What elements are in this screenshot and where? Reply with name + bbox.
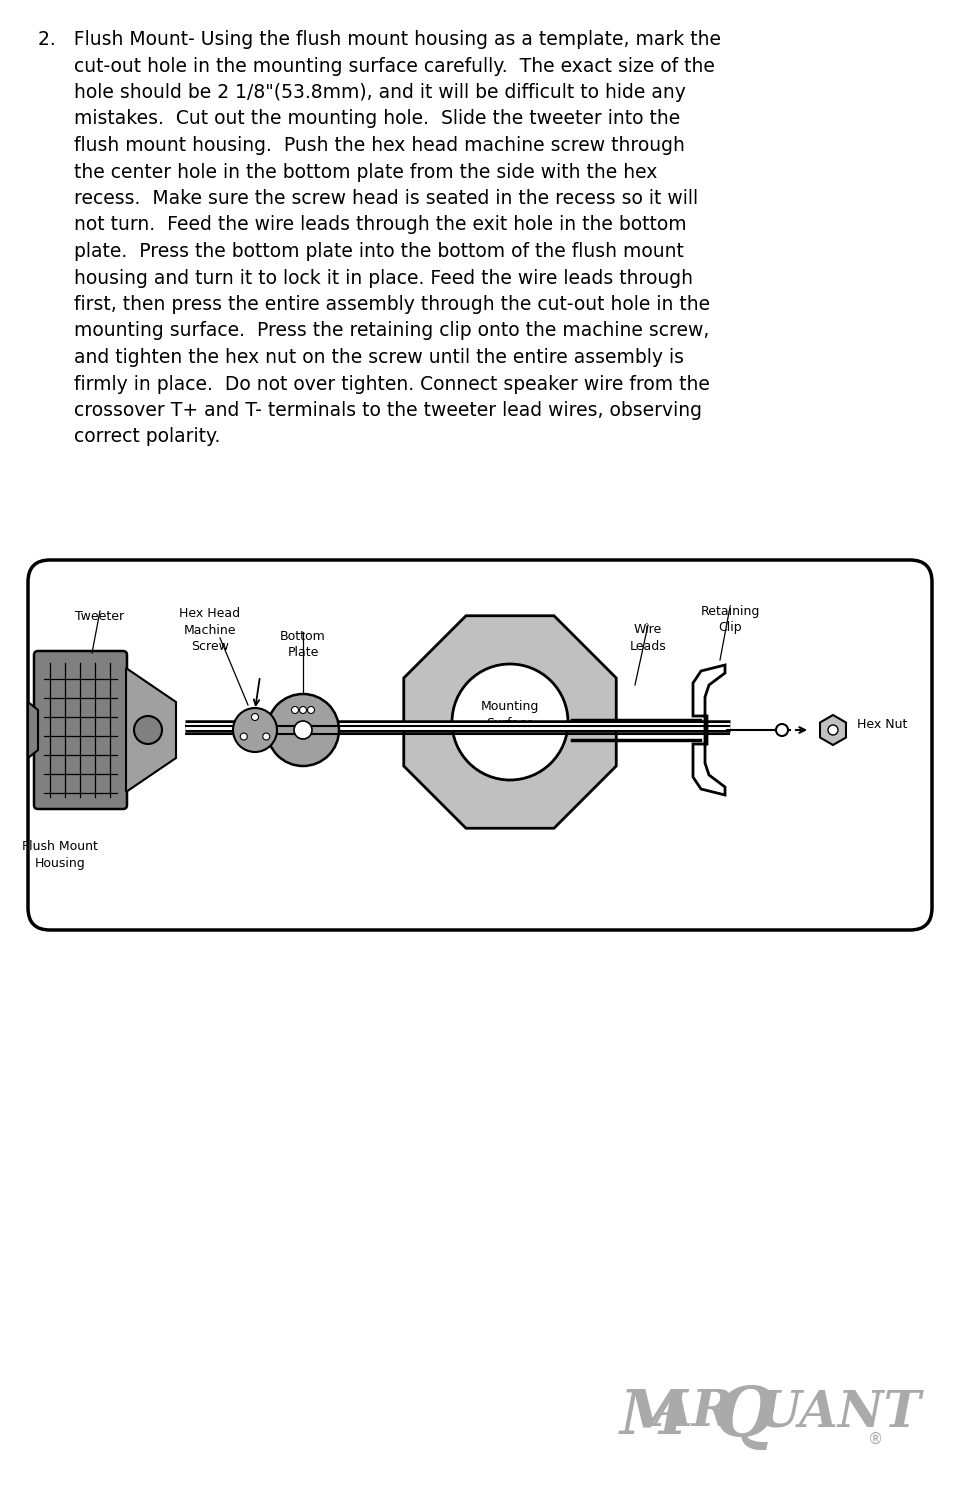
Circle shape [776, 725, 788, 737]
Text: plate.  Press the bottom plate into the bottom of the flush mount: plate. Press the bottom plate into the b… [38, 242, 684, 261]
Text: recess.  Make sure the screw head is seated in the recess so it will: recess. Make sure the screw head is seat… [38, 189, 698, 208]
Circle shape [307, 707, 315, 713]
Circle shape [252, 713, 258, 720]
FancyBboxPatch shape [28, 560, 932, 930]
Polygon shape [820, 714, 846, 745]
Text: correct polarity.: correct polarity. [38, 428, 221, 447]
Text: cut-out hole in the mounting surface carefully.  The exact size of the: cut-out hole in the mounting surface car… [38, 56, 715, 76]
Polygon shape [693, 665, 725, 794]
Text: Retaining
Clip: Retaining Clip [700, 604, 759, 634]
Circle shape [263, 734, 270, 740]
Text: Hex Nut: Hex Nut [857, 719, 907, 732]
Text: AR: AR [654, 1388, 734, 1437]
Text: mounting surface.  Press the retaining clip onto the machine screw,: mounting surface. Press the retaining cl… [38, 321, 709, 340]
Text: hole should be 2 1/8"(53.8mm), and it will be difficult to hide any: hole should be 2 1/8"(53.8mm), and it wi… [38, 83, 685, 102]
Text: crossover T+ and T- terminals to the tweeter lead wires, observing: crossover T+ and T- terminals to the twe… [38, 401, 702, 420]
Text: ®: ® [868, 1432, 883, 1446]
Text: Q: Q [715, 1383, 776, 1451]
Text: first, then press the entire assembly through the cut-out hole in the: first, then press the entire assembly th… [38, 296, 710, 313]
Text: M: M [620, 1387, 687, 1446]
Circle shape [134, 716, 162, 744]
Circle shape [828, 725, 838, 735]
Circle shape [300, 707, 306, 713]
Circle shape [292, 707, 299, 713]
Text: 2.   Flush Mount- Using the flush mount housing as a template, mark the: 2. Flush Mount- Using the flush mount ho… [38, 30, 721, 49]
Circle shape [294, 722, 312, 740]
Text: Hex Head
Machine
Screw: Hex Head Machine Screw [180, 607, 241, 653]
Text: Tweeter: Tweeter [76, 610, 125, 624]
Text: Wire
Leads: Wire Leads [630, 624, 666, 652]
Text: the center hole in the bottom plate from the side with the hex: the center hole in the bottom plate from… [38, 162, 658, 181]
Text: Bottom
Plate: Bottom Plate [280, 630, 325, 659]
Text: firmly in place.  Do not over tighten. Connect speaker wire from the: firmly in place. Do not over tighten. Co… [38, 374, 709, 394]
Circle shape [452, 664, 568, 780]
Text: Flush Mount
Housing: Flush Mount Housing [22, 841, 98, 870]
Polygon shape [28, 702, 38, 757]
Text: mistakes.  Cut out the mounting hole.  Slide the tweeter into the: mistakes. Cut out the mounting hole. Sli… [38, 110, 681, 129]
Polygon shape [404, 616, 616, 829]
Text: UANT: UANT [758, 1388, 922, 1437]
Circle shape [233, 708, 277, 751]
Circle shape [267, 693, 339, 766]
Text: housing and turn it to lock it in place. Feed the wire leads through: housing and turn it to lock it in place.… [38, 269, 693, 288]
Text: flush mount housing.  Push the hex head machine screw through: flush mount housing. Push the hex head m… [38, 137, 684, 154]
Text: and tighten the hex nut on the screw until the entire assembly is: and tighten the hex nut on the screw unt… [38, 347, 684, 367]
Text: Mounting
Surface: Mounting Surface [481, 699, 540, 731]
Text: not turn.  Feed the wire leads through the exit hole in the bottom: not turn. Feed the wire leads through th… [38, 215, 686, 235]
FancyBboxPatch shape [34, 650, 127, 809]
Circle shape [240, 734, 248, 740]
Polygon shape [126, 668, 176, 792]
